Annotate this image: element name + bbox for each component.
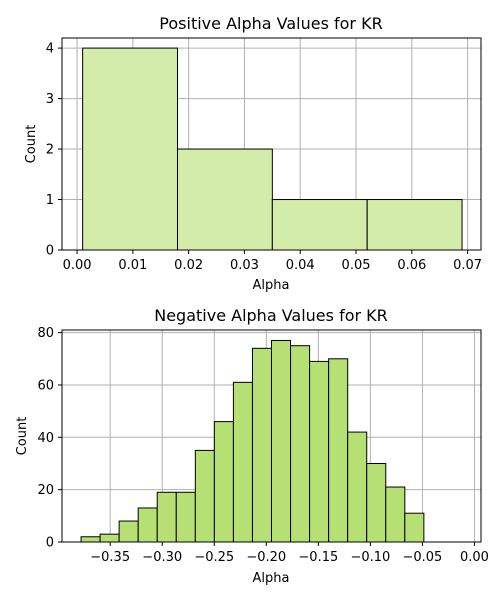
histogram-bar — [80, 536, 101, 543]
x-axis-ticks: 0.00 0.01 0.02 0.03 0.04 0.05 0.06 0.07 — [63, 250, 482, 273]
histogram-bar — [347, 431, 368, 543]
x-tick-label: −0.05 — [402, 550, 442, 565]
x-tick-label: 0.06 — [397, 258, 426, 273]
histogram-bar — [271, 199, 368, 251]
x-tick-label: 0.00 — [460, 550, 489, 565]
x-tick-label: 0.05 — [342, 258, 371, 273]
histogram-bar — [194, 449, 215, 543]
x-tick-label: −0.35 — [90, 550, 130, 565]
histogram-bar — [290, 345, 311, 543]
y-tick-label: 20 — [37, 483, 54, 498]
x-tick-label: 0.03 — [230, 258, 259, 273]
x-tick-label: 0.07 — [453, 258, 482, 273]
x-tick-label: 0.04 — [286, 258, 315, 273]
x-tick-label: −0.15 — [298, 550, 338, 565]
bars — [80, 339, 425, 543]
x-axis-label: Alpha — [253, 278, 290, 293]
positive-alpha-histogram: Positive Alpha Values for KR 0.00 0.01 0.0… — [24, 14, 482, 293]
plot-frame — [61, 37, 482, 251]
y-axis-label: Count — [24, 125, 39, 164]
histogram-bar — [118, 520, 139, 543]
histogram-bar — [137, 507, 158, 543]
y-axis-label: Count — [15, 417, 30, 456]
y-axis-ticks: 0 1 2 3 4 — [46, 42, 62, 259]
y-axis-ticks: 0 20 40 60 80 — [37, 326, 62, 551]
x-axis-ticks: −0.35 −0.30 −0.25 −0.20 −0.15 −0.10 −0.05 0.00 — [90, 542, 489, 565]
y-tick-label: 80 — [37, 326, 54, 341]
chart-title: Positive Alpha Values for KR — [159, 14, 382, 33]
y-tick-label: 2 — [46, 143, 54, 158]
negative-alpha-histogram: Negative Alpha Values for KR −0.35 −0.30−… — [15, 306, 489, 586]
histogram-bar — [385, 486, 406, 543]
histogram-bar — [82, 47, 178, 251]
y-tick-label: 0 — [46, 536, 54, 551]
histogram-bar — [99, 533, 120, 543]
y-tick-label: 4 — [46, 42, 54, 57]
x-tick-label: −0.10 — [350, 550, 390, 565]
histogram-bar — [328, 358, 349, 543]
histogram-bar — [366, 462, 387, 543]
histogram-bar — [404, 512, 425, 543]
x-tick-label: −0.30 — [142, 550, 182, 565]
histogram-bar — [156, 491, 177, 543]
x-tick-label: 0.02 — [174, 258, 203, 273]
chart-title: Negative Alpha Values for KR — [154, 306, 388, 325]
x-tick-label: 0.00 — [63, 258, 92, 273]
histogram-bar — [366, 199, 463, 251]
histogram-bar — [251, 347, 272, 543]
histogram-bar — [271, 339, 292, 543]
y-tick-label: 3 — [46, 92, 54, 107]
y-tick-label: 1 — [46, 193, 54, 208]
y-tick-label: 40 — [37, 431, 54, 446]
bars — [82, 47, 463, 251]
y-tick-label: 0 — [46, 244, 54, 259]
x-tick-label: −0.20 — [246, 550, 286, 565]
histogram-bar — [213, 421, 234, 543]
plot-frame — [61, 329, 482, 543]
x-tick-label: 0.01 — [118, 258, 147, 273]
histogram-bar — [176, 148, 273, 251]
histogram-bar — [309, 360, 330, 543]
x-tick-label: −0.25 — [194, 550, 234, 565]
x-axis-label: Alpha — [253, 571, 290, 586]
y-tick-label: 60 — [37, 378, 54, 393]
histogram-bar — [232, 381, 253, 543]
histogram-bar — [175, 491, 196, 543]
